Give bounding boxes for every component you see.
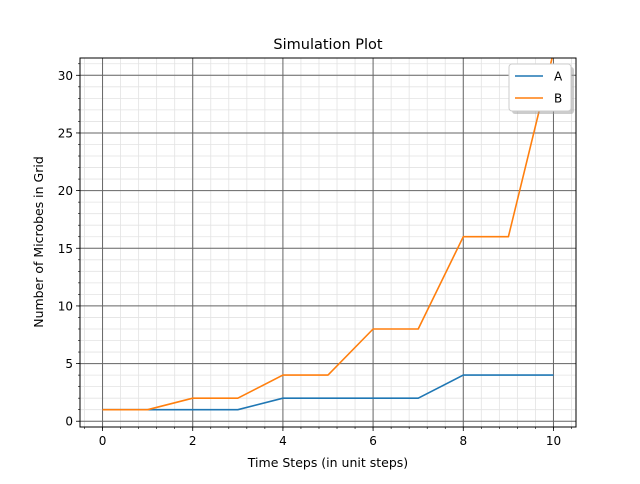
series-line-a: [102, 374, 554, 411]
tick-label-x: 0: [99, 434, 107, 448]
tick-label-x: 8: [459, 434, 467, 448]
minor-grid: [80, 58, 576, 427]
tick-label-y: 5: [65, 357, 73, 371]
series-line-b: [102, 58, 553, 411]
tick-label-y: 20: [58, 184, 73, 198]
tick-label-y: 25: [58, 126, 73, 140]
legend-label-a: A: [554, 70, 563, 84]
tick-label-x: 4: [279, 434, 287, 448]
legend: AB: [508, 63, 574, 114]
tick-label-y: 0: [65, 415, 73, 429]
tick-label-x: 2: [189, 434, 197, 448]
tick-label-x: 6: [369, 434, 377, 448]
tick-label-y: 30: [58, 69, 73, 83]
axis-ticks: 0 2 4 6 8 10 0 5 10 15 20 25 30: [58, 63, 572, 448]
tick-label-x: 10: [546, 434, 561, 448]
plot-frame: [79, 57, 577, 428]
chart-title: Simulation Plot: [273, 37, 382, 53]
tick-label-y: 15: [58, 242, 73, 256]
major-grid: [80, 58, 576, 427]
legend-label-b: B: [554, 92, 562, 106]
y-axis-label: Number of Microbes in Grid: [31, 156, 46, 328]
series-layer: [102, 58, 554, 411]
x-axis-label: Time Steps (in unit steps): [247, 455, 408, 470]
tick-label-y: 10: [58, 299, 73, 313]
